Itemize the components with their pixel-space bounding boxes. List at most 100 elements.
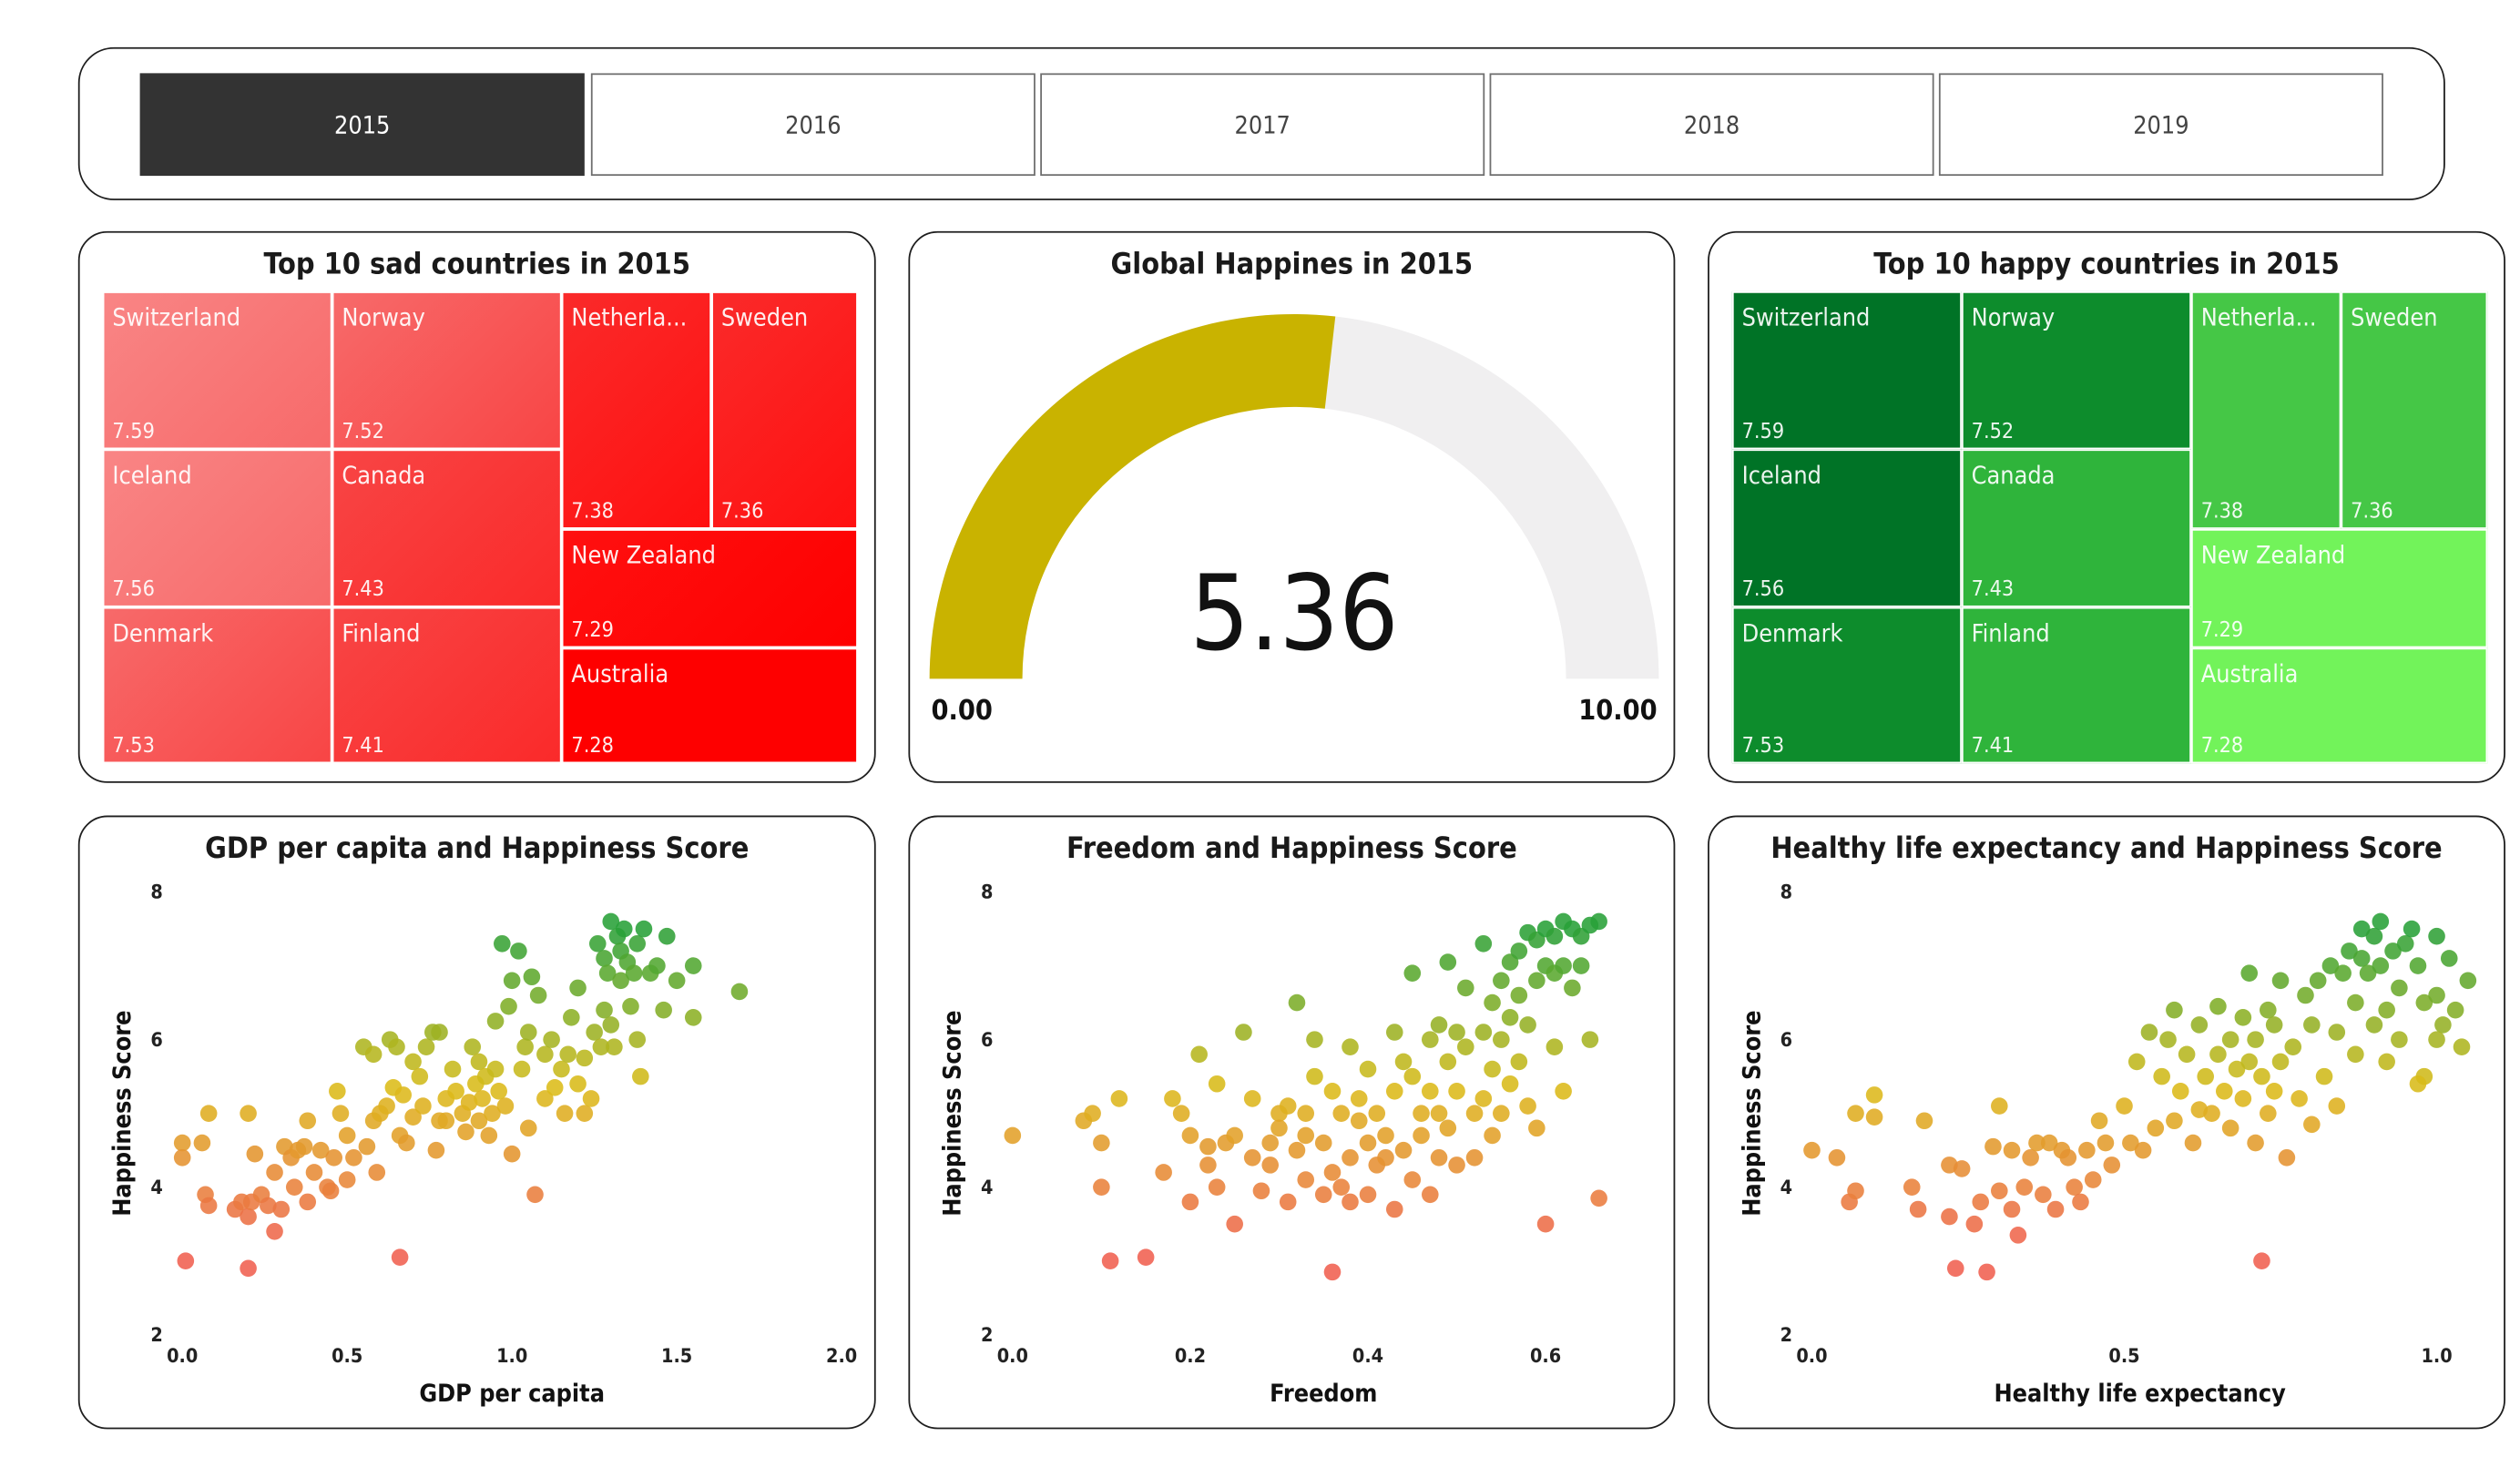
year-tab-2019[interactable]: 2019	[1938, 73, 2383, 177]
scatter-point	[1474, 1090, 1493, 1107]
treemap-cell[interactable]: Finland 7.41	[1961, 606, 2191, 764]
scatter-point	[2253, 1252, 2270, 1270]
treemap-country-name: Australia	[2200, 658, 2299, 689]
scatter-point	[1359, 1186, 1377, 1204]
scatter-point	[311, 1141, 330, 1159]
scatter-point	[2028, 1134, 2046, 1152]
scatter-point	[622, 997, 639, 1015]
scatter-point	[563, 1009, 580, 1026]
x-tick-label: 0.5	[2108, 1345, 2139, 1368]
x-tick-label: 1.0	[496, 1345, 527, 1368]
scatter-point	[2321, 957, 2340, 974]
scatter-point	[338, 1171, 356, 1188]
treemap-cell[interactable]: Sweden 7.36	[711, 290, 859, 529]
scatter-point	[668, 972, 686, 990]
scatter-point	[2035, 1186, 2052, 1204]
sad-countries-title: Top 10 sad countries in 2015	[263, 247, 690, 282]
scatter-point	[596, 1001, 613, 1019]
scatter-point	[2203, 1105, 2220, 1122]
scatter-point	[1510, 986, 1528, 1004]
scatter-point	[2040, 1134, 2058, 1152]
scatter-point	[2078, 1141, 2096, 1159]
gauge-title: Global Happines in 2015	[1110, 247, 1474, 282]
scatter-point	[260, 1197, 277, 1215]
scatter-point	[1519, 1097, 1536, 1115]
treemap-cell[interactable]: Switzerland 7.59	[102, 290, 332, 450]
treemap-cell[interactable]: Iceland 7.56	[102, 449, 332, 607]
scatter-point	[1342, 1038, 1359, 1056]
treemap-cell[interactable]: Norway 7.52	[332, 290, 562, 450]
scatter-point	[2309, 972, 2327, 990]
treemap-cell[interactable]: Finland 7.41	[332, 606, 562, 764]
treemap-cell[interactable]: Australia 7.28	[2190, 647, 2488, 764]
scatter-point	[1493, 1105, 1510, 1122]
treemap-cell[interactable]: Sweden 7.36	[2341, 290, 2488, 529]
year-tab-2018[interactable]: 2018	[1489, 73, 1934, 177]
scatter-point	[2197, 1067, 2214, 1085]
scatter-point	[1421, 1186, 1439, 1204]
year-tab-2017[interactable]: 2017	[1040, 73, 1485, 177]
treemap-cell[interactable]: Iceland 7.56	[1731, 449, 1962, 607]
scatter-point	[1474, 1024, 1493, 1041]
scatter-point	[526, 1186, 544, 1204]
scatter-point	[490, 1083, 507, 1100]
scatter-point	[295, 1137, 313, 1156]
scatter-point	[632, 1067, 649, 1085]
scatter-point	[1536, 1215, 1555, 1233]
scatter-point	[2215, 1083, 2233, 1100]
scatter-point	[2015, 1178, 2034, 1196]
treemap-cell[interactable]: Netherla... 7.38	[561, 290, 712, 529]
treemap-country-name: Iceland	[112, 460, 192, 491]
scatter-point	[1474, 934, 1493, 953]
scatter-point	[1394, 1141, 1413, 1159]
scatter-point	[2391, 1031, 2408, 1048]
scatter-point	[2240, 1053, 2259, 1071]
scatter-point	[1528, 972, 1546, 990]
year-tab-2016[interactable]: 2016	[590, 73, 1036, 177]
treemap-cell[interactable]: Norway 7.52	[1961, 290, 2191, 450]
scatter-point	[338, 1126, 356, 1145]
scatter-point	[1093, 1134, 1110, 1152]
scatter-point	[1953, 1160, 1971, 1177]
treemap-country-name: Denmark	[1741, 618, 1843, 648]
scatter-point	[1991, 1182, 2008, 1200]
scatter-point	[2221, 1031, 2239, 1048]
treemap-cell[interactable]: New Zealand 7.29	[561, 528, 859, 648]
scatter-point	[2271, 1053, 2290, 1071]
scatter-point	[1965, 1215, 1984, 1233]
scatter-point	[2234, 1009, 2252, 1026]
scatter-point	[496, 1097, 515, 1115]
treemap-country-name: Norway	[1971, 302, 2056, 332]
y-tick-label: 4	[150, 1177, 162, 1199]
treemap-cell[interactable]: Canada 7.43	[1961, 449, 2191, 607]
scatter-point	[1915, 1112, 1933, 1130]
treemap-cell[interactable]: New Zealand 7.29	[2190, 528, 2488, 648]
treemap-cell[interactable]: Canada 7.43	[332, 449, 562, 607]
global-happiness-panel: Global Happines in 2015 5.36 0.00 10.00	[908, 230, 1676, 783]
scatter-point	[1261, 1156, 1280, 1174]
treemap-cell[interactable]: Denmark 7.53	[1731, 606, 1962, 764]
scatter-point	[1359, 1134, 1377, 1152]
scatter-point	[1439, 953, 1457, 971]
treemap-cell[interactable]: Denmark 7.53	[102, 606, 332, 764]
year-tab-2015[interactable]: 2015	[139, 73, 585, 177]
scatter-point	[299, 1193, 317, 1211]
happy-countries-treemap: Switzerland 7.59 Norway 7.52 Netherla... 7.38…	[1731, 290, 2488, 764]
scatter-point	[391, 1248, 409, 1266]
scatter-point	[2372, 957, 2390, 974]
scatter-point	[543, 1031, 560, 1048]
scatter-point	[2440, 950, 2458, 967]
treemap-country-score: 7.41	[342, 734, 384, 759]
treemap-cell[interactable]: Netherla... 7.38	[2190, 290, 2341, 529]
treemap-country-score: 7.56	[112, 577, 155, 603]
treemap-cell[interactable]: Switzerland 7.59	[1731, 290, 1962, 450]
scatter-point	[1847, 1105, 1864, 1122]
scatter-point	[368, 1164, 386, 1181]
freedom-scatter-chart: 2 4 6 8 0.0 0.2 0.4 0.6 Freedom Happiness Score	[939, 881, 1607, 1408]
scatter-point	[2359, 964, 2377, 982]
treemap-cell[interactable]: Australia 7.28	[561, 647, 859, 764]
y-axis-label: Happiness Score	[108, 1011, 137, 1217]
treemap-country-name: Australia	[571, 658, 669, 689]
scatter-point	[2328, 1097, 2346, 1115]
scatter-point	[1377, 1148, 1394, 1167]
